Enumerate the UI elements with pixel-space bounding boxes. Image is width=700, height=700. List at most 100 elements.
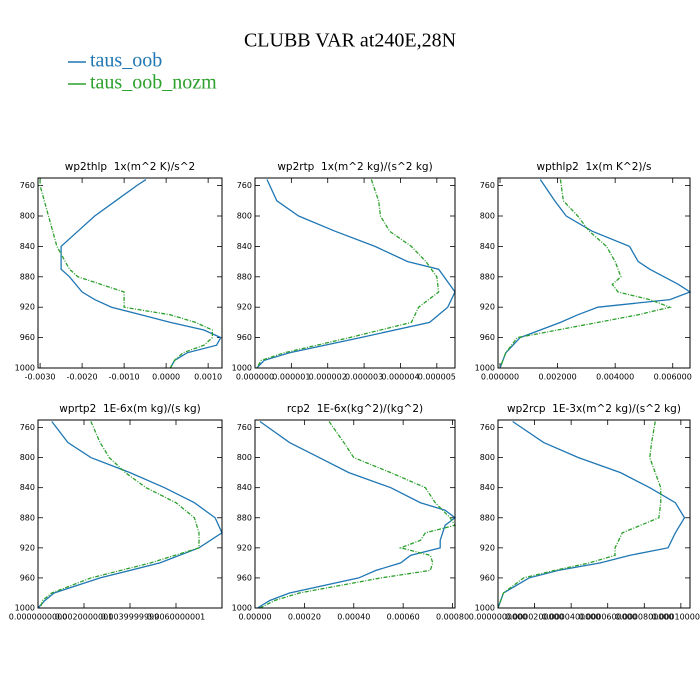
y-tick-label: 840	[237, 242, 252, 251]
y-tick-label: 880	[237, 513, 252, 522]
series-line	[39, 421, 200, 609]
y-tick-label: 760	[480, 181, 495, 190]
series-line	[259, 421, 457, 609]
x-tick-label: 0.0000000000	[9, 613, 68, 622]
legend-label: taus_oob_nozm	[90, 72, 217, 94]
x-tick-label: 0.002000	[539, 373, 577, 382]
series-line	[60, 178, 222, 369]
x-tick-label: 0.006000	[654, 373, 692, 382]
x-tick-label: 0.00000	[238, 613, 271, 622]
y-tick-label: 880	[20, 272, 35, 281]
x-tick-label: 0.0000800000	[615, 613, 674, 622]
y-tick-label: 920	[237, 543, 252, 552]
series-line	[499, 179, 692, 369]
y-tick-label: 840	[20, 242, 35, 251]
y-tick-label: 800	[20, 453, 35, 462]
panel-title: wprtp2 1E-6x(m kg)/(s kg)	[59, 403, 201, 415]
y-tick-label: 800	[237, 212, 252, 221]
y-tick-label: 880	[237, 272, 252, 281]
y-tick-label: 960	[20, 573, 35, 582]
x-tick-label: 0.0060000001	[147, 613, 206, 622]
y-tick-label: 960	[20, 333, 35, 342]
plot-frame	[254, 177, 456, 369]
x-tick-label: 0.0000000000	[469, 613, 528, 622]
plot-frame	[497, 419, 691, 609]
y-tick-label: 1000	[475, 604, 495, 613]
plot-frame	[254, 419, 456, 609]
x-tick-label: 0.00080	[436, 613, 469, 622]
x-tick-label: -0.0020	[67, 373, 98, 382]
y-tick-label: 880	[480, 513, 495, 522]
x-tick-label: 0.000003	[345, 373, 383, 382]
series-line	[257, 420, 457, 609]
y-tick-label: 800	[480, 212, 495, 221]
y-tick-label: 840	[480, 242, 495, 251]
y-tick-label: 920	[20, 543, 35, 552]
x-tick-label: 0.0010	[194, 373, 222, 382]
panel-title: rcp2 1E-6x(kg^2)/(kg^2)	[287, 403, 423, 415]
y-tick-label: 760	[237, 423, 252, 432]
y-tick-label: 1000	[475, 364, 495, 373]
x-tick-label: 0.000000	[481, 373, 519, 382]
y-tick-label: 800	[237, 453, 252, 462]
x-tick-label: 0.0000400000	[542, 613, 601, 622]
x-tick-label: 0.0000	[152, 373, 180, 382]
x-tick-label: 0.00060	[387, 613, 420, 622]
y-tick-label: 1000	[232, 604, 252, 613]
series-line	[499, 179, 673, 369]
y-tick-label: 800	[20, 212, 35, 221]
x-tick-label: 0.000002	[309, 373, 347, 382]
series-line	[497, 420, 686, 609]
x-tick-label: 0.004000	[596, 373, 634, 382]
legend-label: taus_oob	[90, 50, 162, 72]
series-line	[497, 421, 662, 609]
main-title: CLUBB VAR at240E,28N	[244, 30, 456, 52]
series-line	[256, 179, 440, 369]
x-tick-label: 0.00040	[337, 613, 370, 622]
x-tick-label: 0.000000	[236, 373, 274, 382]
y-tick-label: 840	[237, 483, 252, 492]
x-tick-label: -0.0030	[25, 373, 56, 382]
x-tick-label: 0.000005	[418, 373, 456, 382]
y-tick-label: 960	[237, 333, 252, 342]
y-tick-label: 760	[20, 181, 35, 190]
y-tick-label: 920	[20, 303, 35, 312]
x-tick-label: 0.00020	[288, 613, 321, 622]
series-line	[39, 179, 213, 369]
panel-title: wp2thlp 1x(m^2 K)/s^2	[65, 161, 195, 173]
y-tick-label: 920	[480, 543, 495, 552]
x-tick-label: 0.0000600000	[578, 613, 637, 622]
y-tick-label: 760	[480, 423, 495, 432]
y-tick-label: 1000	[232, 364, 252, 373]
y-tick-label: 1000	[15, 604, 35, 613]
x-tick-label: 0.0001000000	[652, 613, 700, 622]
y-tick-label: 840	[20, 483, 35, 492]
y-tick-label: 880	[480, 272, 495, 281]
x-tick-label: 0.000001	[272, 373, 310, 382]
panel-title: wp2rtp 1x(m^2 kg)/(s^2 kg)	[277, 161, 432, 173]
y-tick-label: 760	[237, 181, 252, 190]
x-tick-label: 0.0039999999	[101, 613, 160, 622]
series-line	[37, 421, 223, 609]
x-tick-label: -0.0010	[109, 373, 140, 382]
panel-title: wpthlp2 1x(m K^2)/s	[537, 161, 652, 173]
y-tick-label: 800	[480, 453, 495, 462]
y-tick-label: 960	[480, 333, 495, 342]
y-tick-label: 760	[20, 423, 35, 432]
plot-frame	[497, 177, 691, 369]
plot-frame	[37, 177, 223, 369]
panel-title: wp2rcp 1E-3x(m^2 kg)/(s^2 kg)	[507, 403, 681, 415]
plot-frame	[37, 419, 223, 609]
y-tick-label: 960	[237, 573, 252, 582]
y-tick-label: 920	[480, 303, 495, 312]
y-tick-label: 1000	[15, 364, 35, 373]
x-tick-label: 0.0000200000	[505, 613, 564, 622]
x-tick-label: 0.0020000001	[55, 613, 114, 622]
series-line	[256, 179, 456, 369]
y-tick-label: 920	[237, 303, 252, 312]
x-tick-label: 0.000004	[381, 373, 419, 382]
y-tick-label: 880	[20, 513, 35, 522]
y-tick-label: 840	[480, 483, 495, 492]
